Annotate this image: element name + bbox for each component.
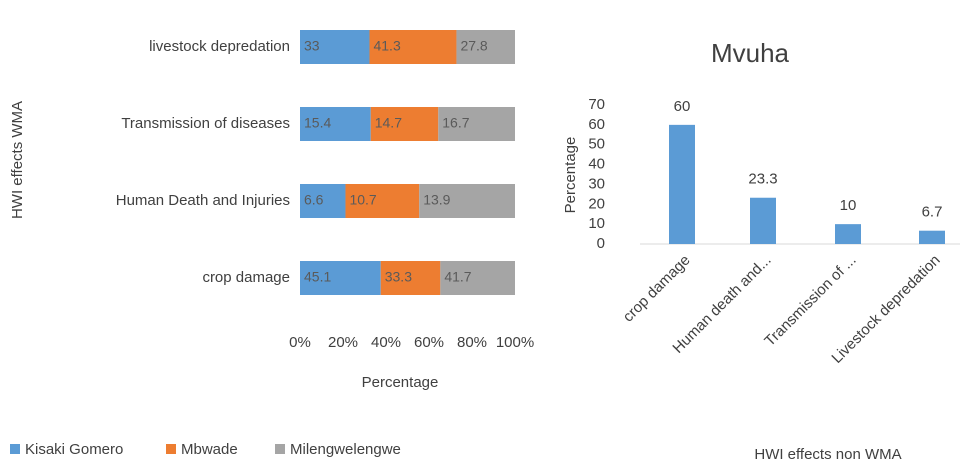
legend-label: Kisaki Gomero	[25, 441, 123, 458]
data-label: 6.6	[304, 192, 324, 208]
data-label: 14.7	[375, 115, 402, 131]
bar-segment	[369, 30, 457, 64]
y-tick-label: 30	[588, 175, 605, 192]
data-label: 6.7	[922, 204, 943, 221]
y-tick-label: 40	[588, 156, 605, 173]
data-label: 23.3	[748, 171, 777, 188]
data-label: 27.8	[460, 38, 487, 54]
data-label: 16.7	[442, 115, 469, 131]
bar-segment	[300, 107, 371, 141]
x-tick-label: 60%	[414, 334, 444, 351]
data-label: 13.9	[423, 192, 450, 208]
legend-label: Mbwade	[181, 441, 238, 458]
data-label: 33	[304, 38, 320, 54]
legend-swatch	[10, 444, 20, 454]
y-tick-label: Human Death and Injuries	[116, 192, 290, 209]
legend-label: Milengwelengwe	[290, 441, 401, 458]
y-axis-label: HWI effects WMA	[9, 101, 26, 219]
bar-segment	[300, 261, 381, 295]
bar-segment	[345, 184, 420, 218]
y-tick-label: Transmission of diseases	[121, 115, 290, 132]
y-tick-label: 50	[588, 136, 605, 153]
y-tick-label: 70	[588, 96, 605, 113]
y-tick-label: 10	[588, 215, 605, 232]
bar-segment	[456, 30, 515, 64]
bar	[835, 224, 861, 244]
bar-segment	[438, 107, 515, 141]
x-tick-label: 20%	[328, 334, 358, 351]
bar-segment	[380, 261, 441, 295]
data-label: 45.1	[304, 269, 331, 285]
y-tick-label: 0	[597, 235, 605, 252]
bar-segment	[440, 261, 515, 295]
chart-title: Mvuha	[711, 38, 790, 68]
x-tick-label: 80%	[457, 334, 487, 351]
bar-segment	[300, 30, 370, 64]
data-label: 41.3	[373, 38, 400, 54]
y-tick-label: 20	[588, 195, 605, 212]
x-tick-label: 100%	[496, 334, 534, 351]
data-label: 10.7	[349, 192, 376, 208]
legend-swatch	[275, 444, 285, 454]
bar-segment	[419, 184, 515, 218]
bar	[669, 124, 695, 244]
x-tick-label: Transmission of ...	[761, 252, 859, 350]
data-label: 15.4	[304, 115, 331, 131]
bar-segment	[370, 107, 439, 141]
x-tick-label: crop damage	[620, 252, 694, 326]
data-label: 60	[674, 98, 691, 115]
y-axis-label: Percentage	[562, 137, 579, 214]
y-tick-label: crop damage	[202, 269, 290, 286]
bar	[750, 197, 776, 244]
legend-swatch	[166, 444, 176, 454]
bar-segment	[300, 184, 346, 218]
y-tick-label: 60	[588, 116, 605, 133]
x-tick-label: 40%	[371, 334, 401, 351]
data-label: 41.7	[444, 269, 471, 285]
x-tick-label: 0%	[289, 334, 311, 351]
x-axis-label: HWI effects non WMA	[754, 446, 901, 463]
data-label: 33.3	[385, 269, 412, 285]
data-label: 10	[840, 197, 857, 214]
bar	[919, 230, 945, 244]
x-axis-label: Percentage	[362, 374, 439, 391]
y-tick-label: livestock depredation	[149, 38, 290, 55]
